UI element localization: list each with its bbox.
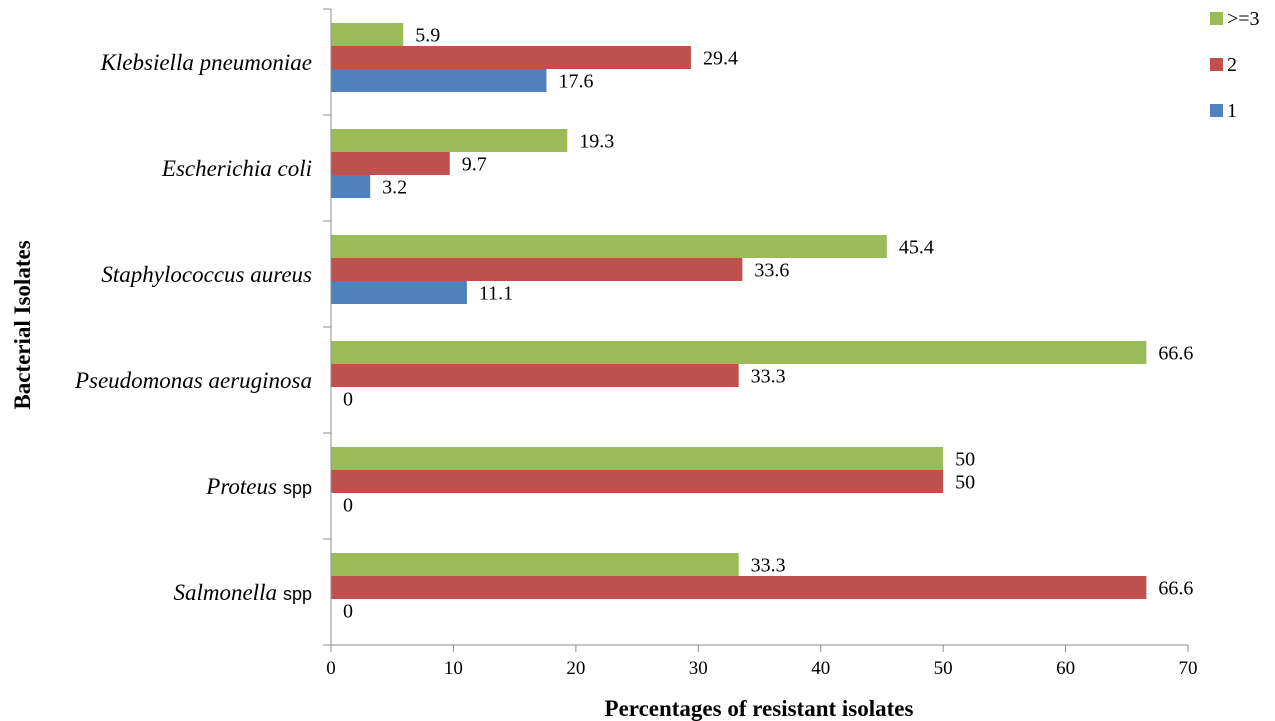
data-label-series-2-cat-0: 29.4	[703, 48, 738, 70]
data-label-series-ge3-cat-2: 45.4	[899, 237, 934, 259]
bar-series-ge3-cat-5	[331, 553, 739, 576]
category-label: Salmonella spp	[173, 580, 312, 605]
data-label-series-ge3-cat-0: 5.9	[415, 25, 440, 47]
x-tick-label: 40	[811, 658, 830, 679]
legend-label-2: 2	[1227, 54, 1237, 76]
bar-series-1-cat-0	[331, 69, 547, 92]
data-label-series-1-cat-4: 0	[343, 495, 353, 517]
data-label-series-2-cat-3: 33.3	[751, 366, 786, 388]
bar-series-ge3-cat-4	[331, 447, 944, 470]
data-label-series-ge3-cat-5: 33.3	[751, 555, 786, 577]
x-tick-label: 30	[689, 658, 708, 679]
legend-swatch-1	[1210, 104, 1223, 117]
data-label-series-2-cat-1: 9.7	[462, 154, 487, 176]
bar-series-2-cat-2	[331, 258, 743, 281]
data-label-series-1-cat-5: 0	[343, 601, 353, 623]
data-label-series-ge3-cat-3: 66.6	[1158, 343, 1193, 365]
bar-series-ge3-cat-2	[331, 235, 887, 258]
data-label-series-ge3-cat-1: 19.3	[579, 131, 614, 153]
x-tick-label: 50	[934, 658, 953, 679]
data-label-series-2-cat-4: 50	[955, 472, 975, 494]
bar-series-2-cat-0	[331, 46, 691, 69]
legend-swatch-ge3	[1210, 12, 1223, 25]
bar-series-1-cat-2	[331, 281, 467, 304]
bar-series-2-cat-5	[331, 576, 1147, 599]
legend-swatch-2	[1210, 58, 1223, 71]
y-axis-title: Bacterial Isolates	[10, 240, 35, 409]
data-label-series-ge3-cat-4: 50	[955, 449, 975, 471]
x-tick-label: 70	[1179, 658, 1198, 679]
category-label: Klebsiella pneumoniae	[100, 50, 312, 75]
data-label-series-2-cat-5: 66.6	[1158, 578, 1193, 600]
bars-group	[331, 23, 1147, 599]
category-label: Escherichia coli	[161, 156, 312, 181]
bar-series-2-cat-3	[331, 364, 739, 387]
bar-series-ge3-cat-1	[331, 129, 568, 152]
x-tick-label: 60	[1056, 658, 1075, 679]
data-label-series-1-cat-1: 3.2	[382, 177, 407, 199]
legend: >=3 2 1	[1210, 8, 1260, 122]
category-label: Proteus spp	[205, 474, 312, 499]
data-label-series-1-cat-3: 0	[343, 389, 353, 411]
category-label: Staphylococcus aureus	[101, 262, 312, 287]
x-tick-label: 0	[326, 658, 336, 679]
bar-series-2-cat-1	[331, 152, 450, 175]
bar-series-ge3-cat-3	[331, 341, 1147, 364]
x-tick-label: 10	[444, 658, 463, 679]
bar-series-1-cat-1	[331, 175, 371, 198]
data-label-series-1-cat-0: 17.6	[558, 71, 593, 93]
data-label-series-2-cat-2: 33.6	[754, 260, 789, 282]
legend-label-1: 1	[1227, 100, 1237, 122]
legend-label-ge3: >=3	[1227, 8, 1260, 30]
data-labels-group: 5.9 29.4 17.6 19.3 9.7 3.2 45.4 33.6 11.1 66.6 33.…	[343, 25, 1193, 623]
data-label-series-1-cat-2: 11.1	[479, 283, 513, 305]
category-label: Pseudomonas aeruginosa	[74, 368, 312, 393]
bar-series-ge3-cat-0	[331, 23, 404, 46]
x-tick-label: 20	[566, 658, 585, 679]
bar-series-2-cat-4	[331, 470, 944, 493]
axes-group: Klebsiella pneumoniae Escherichia coli Sta…	[74, 8, 1198, 679]
x-axis-title: Percentages of resistant isolates	[605, 696, 914, 721]
